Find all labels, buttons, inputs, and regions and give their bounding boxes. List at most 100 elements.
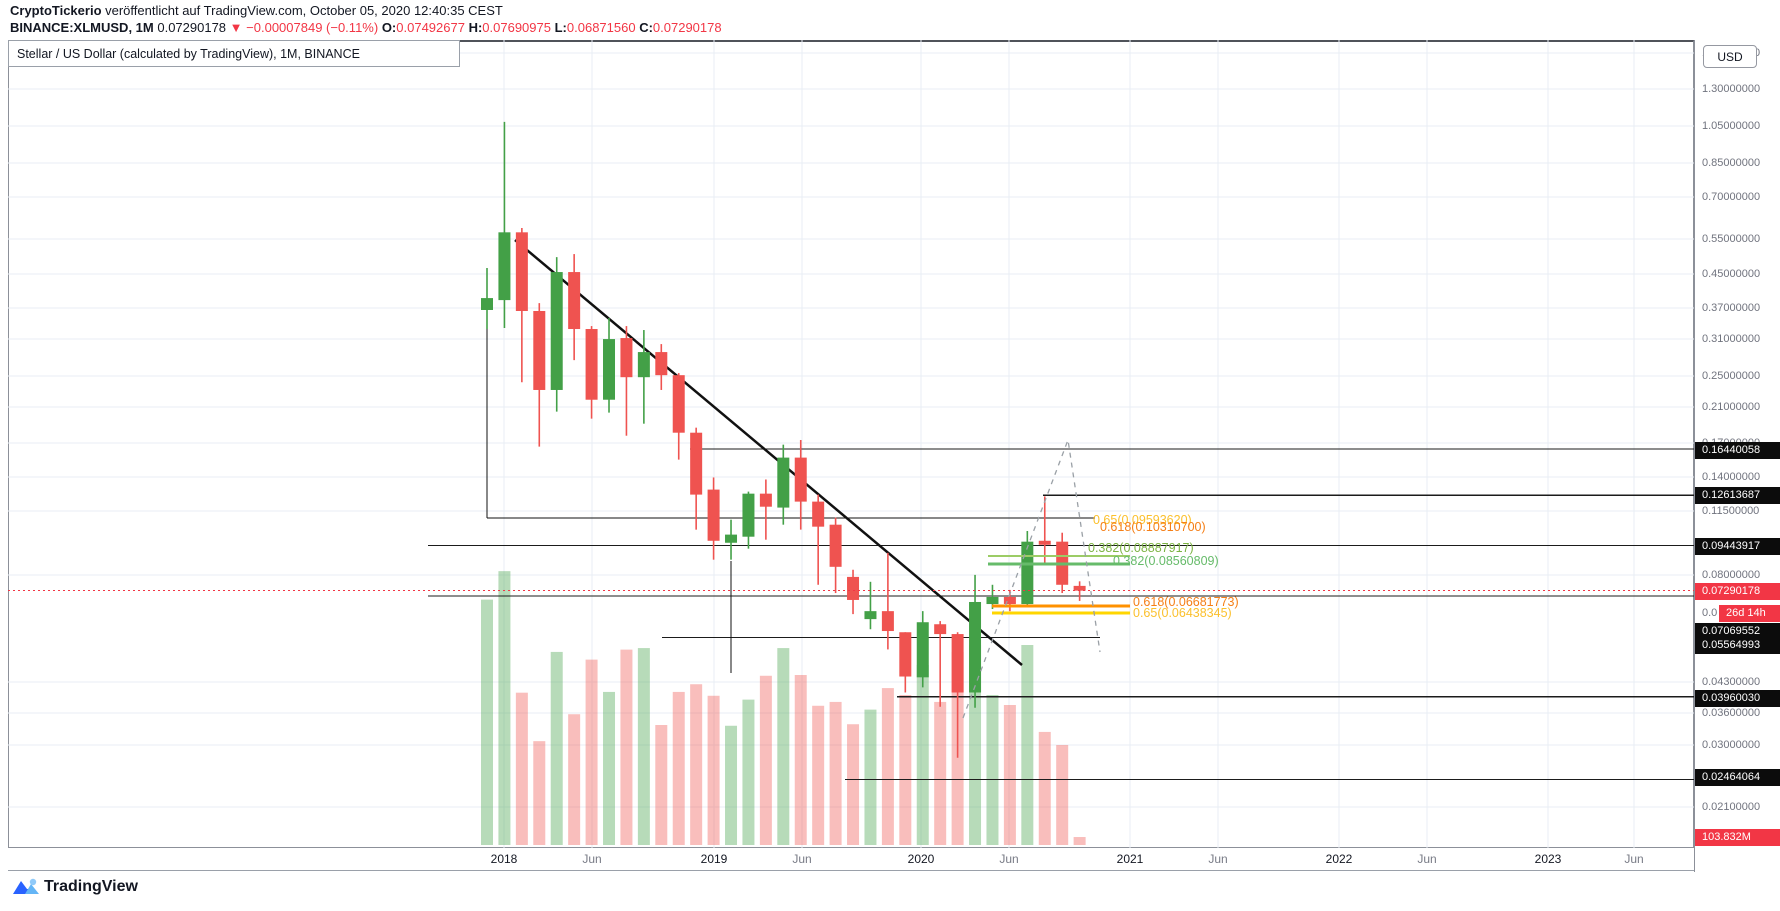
- volume-bar: [672, 691, 685, 845]
- open-label: O:: [381, 20, 397, 35]
- candle: [829, 517, 842, 594]
- chart-legend[interactable]: Stellar / US Dollar (calculated by Tradi…: [8, 40, 460, 67]
- symbol-name: BINANCE:XLMUSD, 1M: [10, 20, 154, 35]
- open-value: 0.07492677: [396, 20, 465, 35]
- candle: [568, 254, 581, 361]
- countdown-prefix: 0.0: [1702, 607, 1718, 619]
- author-name: CryptoTickerio: [10, 3, 102, 18]
- time-tick-label: Jun: [1417, 852, 1437, 866]
- fib-level-label: 0.618(0.06681773): [1133, 595, 1239, 609]
- volume-bar: [498, 571, 511, 845]
- price-level-badge: 0.07069552: [1695, 623, 1780, 640]
- publish-info: veröffentlicht auf TradingView.com, Octo…: [101, 3, 503, 18]
- low-value: 0.06871560: [566, 20, 636, 35]
- price-tick-label: 0.45000000: [1702, 268, 1761, 280]
- low-label: L:: [554, 20, 567, 35]
- axis-bottom-border: [8, 870, 1780, 871]
- price-tick-label: 0.02100000: [1702, 801, 1761, 813]
- candle: [847, 569, 860, 615]
- volume-bar: [515, 692, 528, 845]
- fib-level-label: 0.65(0.06438345): [1133, 606, 1232, 620]
- price-level-badge: 0.12613687: [1695, 487, 1780, 504]
- time-axis[interactable]: 2018 Jun 2019 Jun 2020 Jun 2021 Jun 2022 Jun 2023 J…: [0, 848, 1780, 871]
- dashed-projection-line[interactable]: [962, 437, 1101, 719]
- time-tick-label: Jun: [999, 852, 1019, 866]
- volume-bar: [1003, 705, 1016, 845]
- last-price: 0.07290178: [157, 20, 227, 35]
- candle: [899, 632, 912, 693]
- volume-bar: [864, 709, 877, 845]
- publish-line: CryptoTickerio veröffentlicht auf Tradin…: [10, 2, 722, 19]
- volume-bar: [725, 725, 738, 845]
- volume-bar: [707, 695, 720, 845]
- price-tick-label: 0.55000000: [1702, 233, 1761, 245]
- time-tick-label: Jun: [1624, 852, 1644, 866]
- chart-plot-frame: [8, 40, 1694, 848]
- time-tick-label: 2022: [1325, 852, 1353, 866]
- chart-header: CryptoTickerio veröffentlicht auf Tradin…: [10, 2, 722, 36]
- candle: [481, 268, 493, 330]
- candle: [707, 477, 720, 560]
- price-axis[interactable]: USD 1.600000001.300000001.050000000.8500…: [1694, 40, 1780, 872]
- time-tick-label: Jun: [792, 852, 812, 866]
- candle: [655, 344, 668, 390]
- high-value: 0.07690975: [482, 20, 551, 35]
- candle: [550, 257, 563, 412]
- price-tick-label: 1.30000000: [1702, 83, 1761, 95]
- volume-bar: [1021, 645, 1034, 845]
- price-level-badge: 0.05564993: [1695, 637, 1780, 654]
- price-tick-label: 0.70000000: [1702, 191, 1761, 203]
- price-tick-label: 0.03000000: [1702, 739, 1761, 751]
- candle: [742, 491, 755, 549]
- price-tick-label: 0.03600000: [1702, 707, 1761, 719]
- fib-level-label: 0.618(0.10310700): [1100, 520, 1206, 534]
- price-tick-label: 0.21000000: [1702, 401, 1761, 413]
- price-tick-label: 0.11500000: [1702, 505, 1760, 517]
- candle: [951, 632, 964, 758]
- tradingview-logo-icon[interactable]: [12, 876, 40, 898]
- price-tick-label: 0.04300000: [1702, 676, 1761, 688]
- volume-bar: [916, 665, 929, 845]
- volume-bar: [986, 695, 999, 845]
- currency-toggle-button[interactable]: USD: [1703, 45, 1757, 68]
- candle: [620, 326, 633, 436]
- volume-bar: [568, 714, 581, 845]
- price-tick-label: 1.05000000: [1702, 120, 1761, 132]
- close-label: C:: [639, 20, 653, 35]
- candle: [759, 479, 772, 540]
- high-label: H:: [468, 20, 483, 35]
- volume-bar: [794, 675, 807, 845]
- time-tick-label: 2023: [1534, 852, 1562, 866]
- volume-bar: [655, 725, 668, 845]
- price-level-badge: 0.16440058: [1695, 442, 1780, 459]
- candle: [1038, 496, 1051, 563]
- price-tick-label: 0.31000000: [1702, 333, 1761, 345]
- volume-value-badge: 103.832M: [1695, 829, 1780, 846]
- chart-title: Stellar / US Dollar (calculated by Tradi…: [17, 46, 360, 61]
- close-value: 0.07290178: [652, 20, 722, 35]
- candle: [498, 121, 511, 329]
- price-tick-label: 0.25000000: [1702, 370, 1761, 382]
- tradingview-brand-text[interactable]: TradingView: [44, 878, 138, 895]
- volume-bar: [637, 648, 650, 845]
- candle: [603, 318, 616, 413]
- candle: [864, 581, 877, 630]
- price-level-badge: 0.02464064: [1695, 769, 1780, 786]
- candle: [794, 439, 807, 530]
- price-tick-label: 0.08000000: [1702, 569, 1761, 581]
- volume-bar: [777, 648, 790, 845]
- price-change: ▼ −0.00007849 (−0.11%): [229, 20, 379, 35]
- candle: [533, 303, 546, 447]
- time-tick-label: Jun: [582, 852, 602, 866]
- volume-bar: [481, 599, 493, 845]
- fib-level-label: 0.382(0.08560809): [1113, 554, 1219, 568]
- candle: [916, 611, 929, 688]
- downtrend-line[interactable]: [514, 239, 1023, 666]
- candle: [672, 373, 685, 460]
- candle: [1021, 531, 1034, 607]
- candle: [637, 330, 650, 424]
- price-tick-label: 0.37000000: [1702, 302, 1761, 314]
- volume-bar: [1056, 745, 1069, 845]
